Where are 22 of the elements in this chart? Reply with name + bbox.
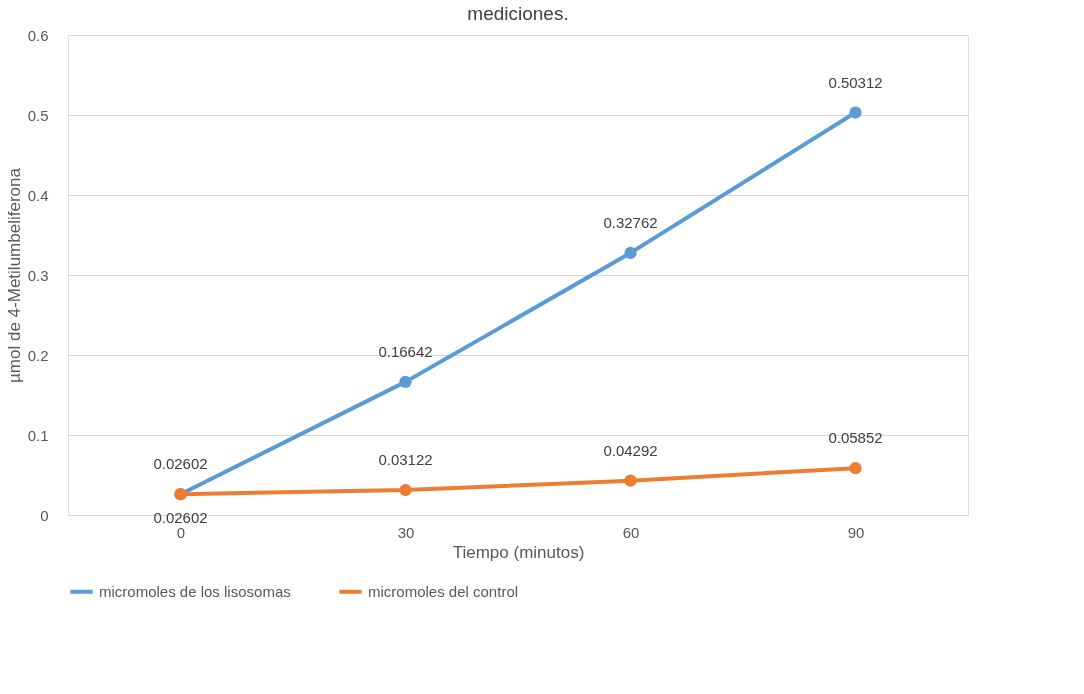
data-label: 0.32762 — [603, 213, 658, 231]
y-tick-label: 0.1 — [27, 426, 49, 444]
legend-label: micromoles del control — [368, 582, 519, 600]
data-label: 0.04292 — [603, 441, 658, 459]
chart-title: mediciones. — [467, 3, 569, 24]
data-label: 0.02602 — [153, 455, 208, 473]
y-tick-label: 0.4 — [27, 186, 49, 204]
y-axis-title: µmol de 4-Metilumbeliferona — [4, 167, 24, 383]
y-tick-label: 0.2 — [27, 346, 49, 364]
legend-label: micromoles de los lisosomas — [99, 582, 291, 600]
x-tick-label: 60 — [622, 523, 640, 541]
data-label: 0.50312 — [828, 73, 883, 91]
x-axis-title: Tiempo (minutos) — [452, 542, 585, 562]
data-label: 0.16642 — [378, 342, 433, 360]
data-label: 0.03122 — [378, 451, 433, 469]
y-tick-label: 0.5 — [27, 106, 49, 124]
y-tick-label: 0.3 — [27, 266, 49, 284]
y-tick-label: 0.6 — [27, 26, 49, 44]
y-tick-label: 0 — [40, 506, 49, 524]
data-label: 0.05852 — [828, 429, 883, 447]
x-tick-label: 90 — [847, 523, 865, 541]
x-tick-label: 30 — [397, 523, 415, 541]
